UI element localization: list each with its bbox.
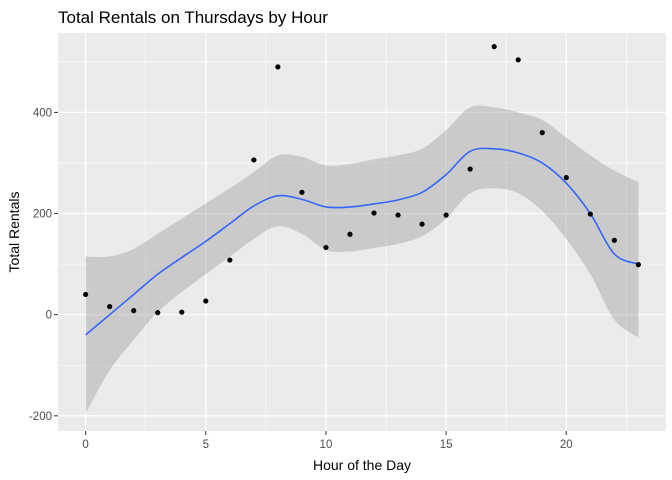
- grid-minor: [58, 33, 666, 431]
- data-point: [611, 237, 617, 243]
- data-point: [443, 212, 449, 218]
- data-point: [179, 309, 185, 315]
- x-tick-label: 15: [440, 439, 453, 451]
- data-point: [83, 291, 89, 298]
- data-point: [515, 57, 521, 63]
- x-tick-label: 5: [203, 439, 209, 451]
- data-point: [539, 130, 545, 136]
- data-points: [83, 44, 641, 316]
- data-point: [347, 231, 353, 237]
- confidence-band: [85, 105, 639, 414]
- data-point: [419, 221, 425, 227]
- data-point: [467, 166, 473, 172]
- confidence-band-layer: [85, 105, 639, 414]
- data-point: [371, 210, 377, 216]
- data-point: [587, 211, 593, 217]
- tick-labels: 0 5 10 15 20 -200 0 200 400: [29, 107, 573, 451]
- smooth-line: [85, 147, 639, 336]
- data-point: [491, 44, 497, 50]
- data-point: [395, 212, 401, 218]
- data-point: [107, 303, 113, 310]
- axis-ticks: [54, 111, 567, 435]
- data-point: [227, 257, 233, 263]
- y-tick-label: 200: [33, 209, 52, 221]
- x-axis-title: Hour of the Day: [313, 457, 411, 473]
- data-point: [251, 157, 257, 163]
- y-tick-label: 0: [46, 310, 52, 322]
- data-point: [563, 175, 569, 181]
- x-tick-label: 20: [560, 439, 573, 451]
- data-point: [131, 308, 137, 314]
- smooth-line-layer: [85, 147, 639, 336]
- chart-title: Total Rentals on Thursdays by Hour: [58, 8, 328, 27]
- x-tick-label: 0: [82, 439, 88, 451]
- plot-panel: [58, 33, 666, 431]
- y-tick-label: 400: [33, 107, 52, 119]
- y-tick-label: -200: [29, 411, 52, 423]
- data-point: [275, 64, 281, 70]
- data-point: [155, 310, 161, 316]
- data-point: [635, 262, 641, 268]
- y-axis-title: Total Rentals: [6, 192, 22, 273]
- x-tick-label: 10: [320, 439, 333, 451]
- data-point: [323, 244, 329, 251]
- data-point: [299, 189, 305, 195]
- data-point: [203, 298, 209, 304]
